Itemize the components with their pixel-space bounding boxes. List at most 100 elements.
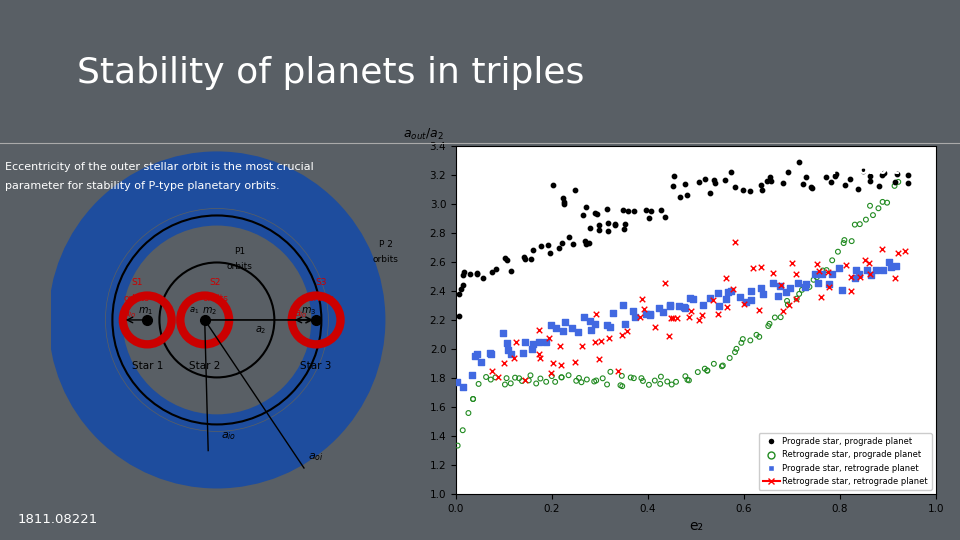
Prograde star, retrograde planet	[766, 279, 781, 288]
Retrograde star, retrograde planet	[614, 330, 630, 339]
Prograde star, prograde planet	[754, 186, 769, 194]
Prograde star, retrograde planet	[468, 352, 483, 361]
Prograde star, prograde planet	[617, 220, 633, 228]
Prograde star, prograde planet	[697, 174, 712, 183]
Prograde star, retrograde planet	[848, 266, 863, 275]
Retrograde star, retrograde planet	[695, 311, 710, 320]
Retrograde star, retrograde planet	[663, 314, 679, 322]
Retrograde star, retrograde planet	[665, 314, 681, 322]
Prograde star, prograde planet	[583, 224, 598, 232]
Retrograde star, retrograde planet	[543, 369, 559, 377]
Retrograde star, retrograde planet	[736, 299, 752, 308]
Retrograde star, prograde planet	[891, 178, 906, 186]
Prograde star, prograde planet	[762, 173, 778, 181]
Retrograde star, prograde planet	[521, 376, 537, 384]
Retrograde star, prograde planet	[574, 378, 589, 387]
Prograde star, prograde planet	[763, 177, 779, 186]
Text: $a_{oi}$: $a_{oi}$	[308, 451, 324, 463]
Prograde star, retrograde planet	[678, 304, 693, 313]
Text: P2-orbit: P2-orbit	[830, 162, 900, 177]
Prograde star, prograde planet	[900, 179, 916, 187]
Retrograde star, retrograde planet	[661, 331, 677, 340]
Text: S1: S1	[131, 278, 142, 287]
Retrograde star, retrograde planet	[814, 293, 829, 302]
Text: $a_{out}/a_2$: $a_{out}/a_2$	[403, 127, 444, 143]
Prograde star, prograde planet	[799, 172, 814, 181]
Prograde star, prograde planet	[900, 171, 916, 179]
Retrograde star, prograde planet	[715, 361, 731, 370]
Prograde star, retrograde planet	[516, 348, 531, 357]
Prograde star, prograde planet	[702, 188, 717, 197]
Retrograde star, prograde planet	[503, 379, 518, 388]
Text: orbits: orbits	[203, 294, 228, 303]
Text: Stability of planets in triples: Stability of planets in triples	[77, 56, 585, 90]
Text: P 2: P 2	[379, 240, 393, 249]
Retrograde star, prograde planet	[844, 237, 859, 246]
Prograde star, prograde planet	[589, 210, 605, 219]
Prograde star, prograde planet	[666, 172, 682, 180]
Prograde star, retrograde planet	[859, 266, 875, 274]
Prograde star, retrograde planet	[556, 327, 571, 335]
Retrograde star, retrograde planet	[636, 305, 652, 314]
Retrograde star, prograde planet	[523, 371, 539, 380]
Prograde star, prograde planet	[591, 225, 607, 234]
Prograde star, retrograde planet	[676, 302, 691, 311]
Retrograde star, retrograde planet	[863, 269, 878, 278]
Retrograde star, retrograde planet	[588, 338, 603, 346]
Prograde star, retrograde planet	[671, 301, 686, 310]
Retrograde star, prograde planet	[614, 382, 630, 390]
Prograde star, prograde planet	[499, 256, 515, 265]
Retrograde star, retrograde planet	[751, 306, 766, 315]
Retrograde star, retrograde planet	[485, 367, 500, 376]
Prograde star, prograde planet	[828, 170, 844, 179]
Prograde star, retrograde planet	[743, 286, 758, 295]
Retrograde star, retrograde planet	[857, 255, 873, 264]
Retrograde star, prograde planet	[466, 395, 481, 403]
Prograde star, retrograde planet	[656, 308, 671, 316]
Prograde star, prograde planet	[819, 172, 834, 181]
Prograde star, prograde planet	[637, 206, 653, 215]
Prograde star, prograde planet	[556, 194, 571, 202]
Retrograde star, retrograde planet	[496, 359, 512, 367]
Prograde star, retrograde planet	[524, 345, 540, 353]
Retrograde star, retrograde planet	[517, 376, 533, 384]
Prograde star, prograde planet	[601, 219, 616, 228]
Prograde star, prograde planet	[516, 253, 532, 261]
Text: P1: P1	[234, 247, 245, 256]
Text: S3: S3	[316, 278, 327, 287]
Prograde star, retrograde planet	[732, 293, 748, 301]
Prograde star, prograde planet	[456, 281, 471, 289]
Retrograde star, prograde planet	[871, 204, 886, 213]
Retrograde star, retrograde planet	[691, 315, 707, 324]
Prograde star, prograde planet	[455, 271, 470, 279]
Prograde star, retrograde planet	[810, 279, 826, 287]
Prograde star, prograde planet	[643, 206, 659, 215]
Retrograde star, retrograde planet	[718, 274, 733, 282]
Prograde star, retrograde planet	[637, 310, 653, 319]
Prograde star, retrograde planet	[543, 320, 559, 329]
Retrograde star, prograde planet	[789, 294, 804, 303]
Retrograde star, prograde planet	[561, 371, 576, 380]
Prograde star, prograde planet	[855, 167, 871, 176]
Retrograde star, prograde planet	[455, 426, 470, 435]
Prograde star, retrograde planet	[617, 320, 633, 328]
Prograde star, prograde planet	[775, 178, 790, 187]
Retrograde star, retrograde planet	[670, 313, 685, 322]
Prograde star, prograde planet	[876, 169, 891, 178]
Prograde star, prograde planet	[557, 200, 572, 208]
Prograde star, prograde planet	[707, 176, 722, 184]
Retrograde star, prograde planet	[641, 381, 657, 389]
Retrograde star, prograde planet	[862, 201, 877, 210]
Text: $m_1$: $m_1$	[138, 305, 153, 317]
Retrograde star, prograde planet	[544, 372, 560, 381]
Retrograde star, prograde planet	[554, 373, 569, 382]
Retrograde star, retrograde planet	[809, 259, 825, 268]
Retrograde star, prograde planet	[743, 336, 758, 345]
Retrograde star, retrograde planet	[887, 274, 902, 282]
Prograde star, prograde planet	[717, 176, 732, 184]
Prograde star, prograde planet	[523, 255, 539, 264]
Retrograde star, prograde planet	[647, 376, 662, 385]
Prograde star, prograde planet	[708, 179, 723, 188]
Prograde star, retrograde planet	[876, 266, 891, 275]
Retrograde star, retrograde planet	[566, 358, 582, 367]
